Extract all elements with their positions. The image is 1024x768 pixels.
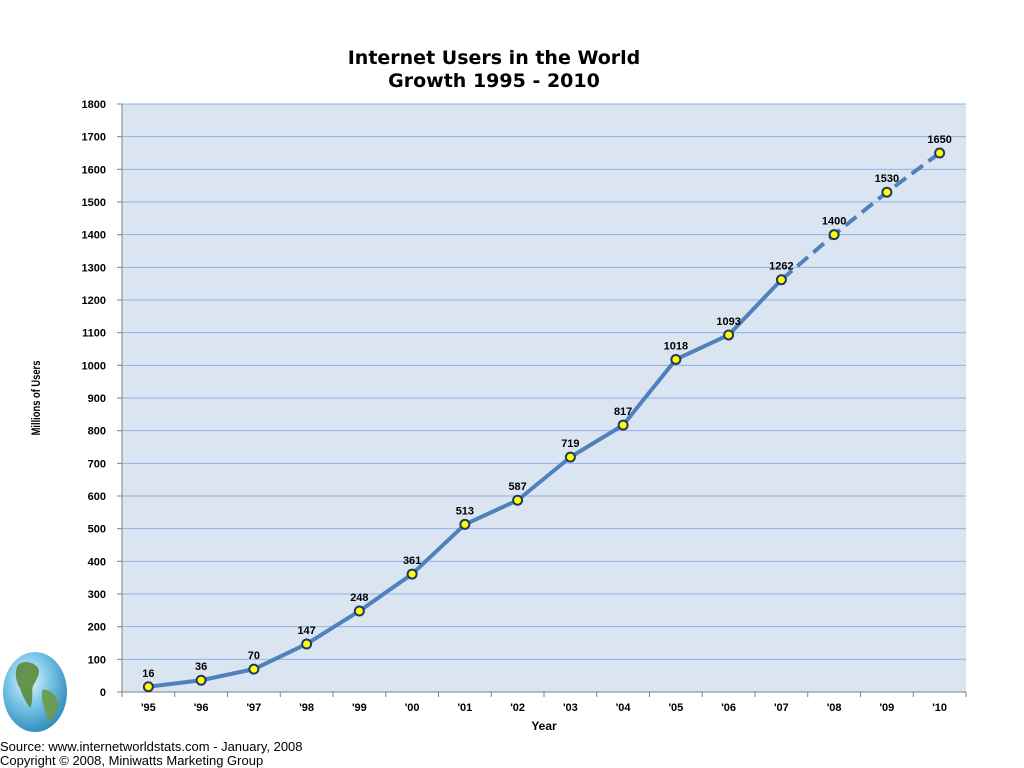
x-tick-label: '07 — [774, 702, 789, 714]
y-tick-label: 200 — [88, 622, 106, 634]
data-label: 1093 — [716, 316, 740, 328]
data-points — [142, 147, 946, 693]
x-tick-label: '01 — [457, 702, 472, 714]
y-tick-label: 900 — [88, 393, 106, 405]
x-axis-title: Year — [531, 719, 557, 733]
data-point — [353, 605, 365, 617]
x-tick-label: '09 — [879, 702, 894, 714]
data-label: 70 — [248, 650, 260, 662]
y-tick-label: 1100 — [82, 328, 106, 340]
data-point — [248, 663, 260, 675]
data-point — [512, 494, 524, 506]
x-tick-label: '05 — [668, 702, 683, 714]
y-tick-label: 1400 — [82, 230, 106, 242]
y-axis-title: Millions of Users — [30, 361, 43, 436]
x-tick-label: '06 — [721, 702, 736, 714]
y-tick-label: 800 — [88, 426, 106, 438]
x-tick-label: '00 — [405, 702, 420, 714]
x-tick-label: '99 — [352, 702, 367, 714]
y-tick-label: 1300 — [82, 262, 106, 274]
data-label: 1400 — [822, 216, 846, 228]
y-tick-label: 1700 — [82, 132, 106, 144]
data-point — [670, 353, 682, 365]
y-tick-label: 100 — [88, 654, 106, 666]
gridlines — [122, 103, 966, 660]
data-label: 1262 — [769, 261, 793, 273]
y-tick-label: 1600 — [82, 164, 106, 176]
x-tick-label: '98 — [299, 702, 314, 714]
y-tick-label: 300 — [88, 589, 106, 601]
x-tick-label: '03 — [563, 702, 578, 714]
x-tick-label: '04 — [616, 702, 632, 714]
data-point — [617, 419, 629, 431]
data-point — [564, 451, 576, 463]
data-point — [775, 274, 787, 286]
y-tick-label: 400 — [88, 556, 106, 568]
chart-title: Internet Users in the World — [348, 47, 641, 69]
data-point — [723, 329, 735, 341]
y-tick-label: 500 — [88, 524, 106, 536]
y-tick-label: 0 — [100, 687, 106, 699]
data-point — [459, 518, 471, 530]
data-label: 16 — [142, 668, 154, 680]
x-tick-label: '02 — [510, 702, 525, 714]
x-tick-label: '10 — [932, 702, 947, 714]
source-note: Source: www.internetworldstats.com - Jan… — [0, 739, 303, 754]
data-label: 36 — [195, 661, 207, 673]
data-point — [934, 147, 946, 159]
data-label: 1018 — [664, 340, 688, 352]
copyright-note: Copyright © 2008, Miniwatts Marketing Gr… — [0, 753, 264, 768]
y-tick-labels: 0 100 200 300 400 500 600 700 800 900 1000 1100 1200… — [82, 99, 122, 699]
chart-subtitle: Growth 1995 - 2010 — [388, 70, 600, 92]
data-label: 817 — [614, 406, 632, 418]
data-label: 587 — [508, 481, 526, 493]
y-tick-label: 700 — [88, 458, 106, 470]
series-line-projected — [780, 151, 941, 282]
x-tick-label: '96 — [194, 702, 209, 714]
data-point — [828, 229, 840, 241]
data-label: 1530 — [875, 173, 899, 185]
y-tick-label: 1500 — [82, 197, 106, 209]
data-point — [195, 674, 207, 686]
data-label: 147 — [297, 625, 315, 637]
data-label: 513 — [456, 505, 474, 517]
globe-icon — [3, 652, 67, 732]
y-tick-label: 1000 — [82, 360, 106, 372]
data-point — [142, 681, 154, 693]
x-tick-label: '08 — [827, 702, 842, 714]
data-label: 248 — [350, 592, 368, 604]
data-labels: 16 36 70 147 248 361 513 587 719 817 1018 1093 1262 1… — [142, 134, 952, 680]
y-tick-label: 1800 — [82, 99, 106, 111]
y-tick-label: 600 — [88, 491, 106, 503]
data-point — [406, 568, 418, 580]
data-point — [881, 186, 893, 198]
x-tick-labels: '95 '96 '97 '98 '99 '00 '01 '02 '03 '04 '05 '06 '07 '… — [121, 692, 967, 714]
data-label: 1650 — [927, 134, 951, 146]
y-tick-label: 1200 — [82, 295, 106, 307]
data-label: 361 — [403, 555, 421, 567]
data-point — [301, 638, 313, 650]
x-tick-label: '97 — [246, 702, 261, 714]
x-tick-label: '95 — [141, 702, 156, 714]
data-label: 719 — [561, 438, 579, 450]
